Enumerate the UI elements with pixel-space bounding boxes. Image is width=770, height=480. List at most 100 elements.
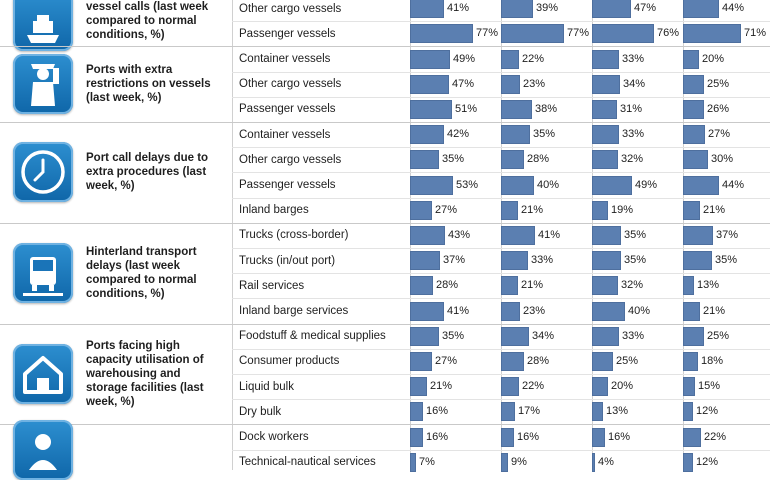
ship-icon xyxy=(13,0,73,51)
bar-warehousing-3-col2 xyxy=(501,377,519,396)
label-column-divider xyxy=(232,0,233,470)
clock-icon xyxy=(13,142,73,202)
value-label: 32% xyxy=(621,279,644,291)
value-label: 71% xyxy=(744,27,767,39)
value-label: 27% xyxy=(708,128,731,140)
value-label: 77% xyxy=(476,27,499,39)
row-label: Other cargo vessels xyxy=(239,3,342,15)
row-separator xyxy=(232,450,770,451)
value-label: 35% xyxy=(442,153,465,165)
row-label: Trucks (cross-border) xyxy=(239,229,349,241)
bar-vessel-calls-2-col3 xyxy=(592,24,654,43)
bar-hinterland-delays-3-col4 xyxy=(683,276,694,295)
bar-warehousing-4-col4 xyxy=(683,402,693,421)
bar-warehousing-1-col4 xyxy=(683,327,704,346)
value-label: 22% xyxy=(522,380,545,392)
value-label: 21% xyxy=(521,204,544,216)
bar-warehousing-1-col3 xyxy=(592,327,619,346)
value-label: 28% xyxy=(527,355,550,367)
value-label: 35% xyxy=(533,128,556,140)
value-label: 31% xyxy=(620,103,643,115)
bar-extra-restrictions-3-col2 xyxy=(501,100,532,119)
bar-workers-2-col3 xyxy=(592,453,595,472)
bar-port-call-delays-1-col2 xyxy=(501,125,530,144)
bar-warehousing-4-col3 xyxy=(592,402,603,421)
row-label: Passenger vessels xyxy=(239,103,336,115)
row-label: Passenger vessels xyxy=(239,179,336,191)
value-label: 15% xyxy=(698,380,721,392)
bar-hinterland-delays-1-col4 xyxy=(683,226,713,245)
value-label: 9% xyxy=(511,456,527,468)
row-separator xyxy=(232,72,770,73)
row-label: Dry bulk xyxy=(239,406,282,418)
value-label: 35% xyxy=(624,229,647,241)
value-label: 35% xyxy=(715,254,738,266)
bar-vessel-calls-2-col4 xyxy=(683,24,741,43)
value-label: 25% xyxy=(707,78,730,90)
bar-workers-2-col1 xyxy=(410,453,416,472)
row-label: Consumer products xyxy=(239,355,340,367)
bar-extra-restrictions-1-col2 xyxy=(501,50,519,69)
value-label: 21% xyxy=(521,279,544,291)
bar-port-call-delays-4-col1 xyxy=(410,201,432,220)
value-label: 39% xyxy=(536,2,559,14)
bar-port-call-delays-3-col2 xyxy=(501,176,534,195)
group-separator xyxy=(0,223,770,224)
group-title-vessel-calls: vessel calls (last week compared to norm… xyxy=(86,1,209,41)
bar-workers-2-col4 xyxy=(683,453,693,472)
bar-vessel-calls-1-col1 xyxy=(410,0,444,18)
value-label: 13% xyxy=(606,405,629,417)
value-label: 53% xyxy=(456,179,479,191)
value-label: 40% xyxy=(537,179,560,191)
bar-hinterland-delays-4-col2 xyxy=(501,302,520,321)
value-label: 27% xyxy=(435,355,458,367)
value-label: 32% xyxy=(621,153,644,165)
value-label: 26% xyxy=(707,103,730,115)
group-title-extra-restrictions: Ports with extra restrictions on vessels… xyxy=(86,64,211,104)
group-separator xyxy=(0,122,770,123)
bar-warehousing-4-col1 xyxy=(410,402,423,421)
value-label: 28% xyxy=(436,279,459,291)
row-label: Container vessels xyxy=(239,53,331,65)
row-label: Liquid bulk xyxy=(239,381,294,393)
bar-warehousing-4-col2 xyxy=(501,402,515,421)
bar-vessel-calls-2-col2 xyxy=(501,24,564,43)
value-label: 41% xyxy=(538,229,561,241)
value-label: 33% xyxy=(531,254,554,266)
value-label: 16% xyxy=(426,431,449,443)
bar-workers-1-col3 xyxy=(592,428,605,447)
value-label: 21% xyxy=(703,204,726,216)
group-title-port-call-delays: Port call delays due to extra procedures… xyxy=(86,152,209,192)
value-label: 25% xyxy=(707,330,730,342)
bar-port-call-delays-3-col1 xyxy=(410,176,453,195)
value-label: 37% xyxy=(716,229,739,241)
value-label: 47% xyxy=(452,78,475,90)
bar-warehousing-3-col1 xyxy=(410,377,427,396)
bar-warehousing-3-col4 xyxy=(683,377,695,396)
value-label: 28% xyxy=(527,153,550,165)
row-separator xyxy=(232,399,770,400)
bar-hinterland-delays-2-col2 xyxy=(501,251,528,270)
row-label: Container vessels xyxy=(239,129,331,141)
row-label: Inland barges xyxy=(239,204,309,216)
bar-extra-restrictions-1-col1 xyxy=(410,50,450,69)
value-label: 12% xyxy=(696,456,719,468)
value-label: 41% xyxy=(447,2,470,14)
row-separator xyxy=(232,172,770,173)
bar-port-call-delays-2-col4 xyxy=(683,150,708,169)
value-label: 33% xyxy=(622,128,645,140)
group-separator xyxy=(0,424,770,425)
value-label: 77% xyxy=(567,27,590,39)
bar-vessel-calls-1-col2 xyxy=(501,0,533,18)
row-separator xyxy=(232,97,770,98)
row-separator xyxy=(232,273,770,274)
value-label: 21% xyxy=(430,380,453,392)
bar-hinterland-delays-2-col4 xyxy=(683,251,712,270)
value-label: 34% xyxy=(623,78,646,90)
bar-hinterland-delays-1-col3 xyxy=(592,226,621,245)
value-label: 33% xyxy=(622,330,645,342)
bar-hinterland-delays-4-col4 xyxy=(683,302,700,321)
value-label: 16% xyxy=(517,431,540,443)
value-label: 17% xyxy=(518,405,541,417)
bar-extra-restrictions-2-col1 xyxy=(410,75,449,94)
